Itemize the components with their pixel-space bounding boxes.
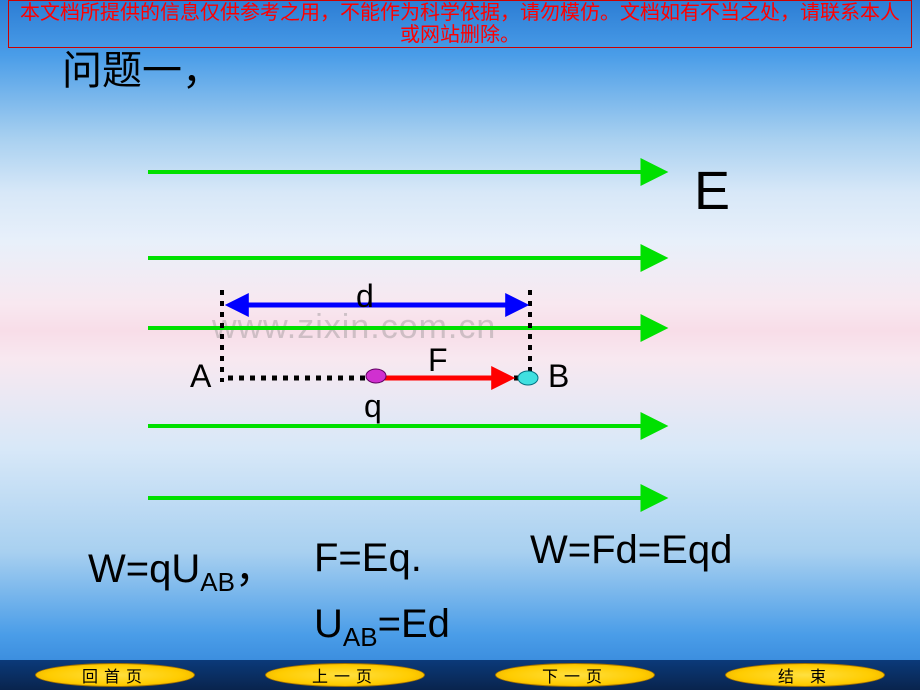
formula-uab: UAB=Ed [314, 602, 450, 653]
label-B: B [548, 358, 569, 395]
nav-home-button[interactable]: 回首页 [35, 663, 195, 687]
label-A: A [190, 358, 211, 395]
nav-prev-button[interactable]: 上一页 [265, 663, 425, 687]
formula-tail: ， [235, 547, 275, 591]
formula-w-fd: W=Fd=Eqd [530, 528, 732, 573]
label-d: d [356, 278, 374, 315]
slide: 本文档所提供的信息仅供参考之用，不能作为科学依据，请勿模仿。文档如有不当之处，请… [0, 0, 920, 690]
formula-f-eq: F=Eq. [314, 536, 422, 581]
label-q: q [364, 388, 382, 425]
label-E: E [694, 160, 730, 222]
nav-next-button[interactable]: 下一页 [495, 663, 655, 687]
formula-text: W=qU [88, 547, 200, 591]
formula-sub: AB [343, 622, 378, 652]
formula-w-qu: W=qUAB， [88, 536, 275, 598]
label-F: F [428, 342, 448, 379]
question-title: 问题一， [62, 38, 222, 96]
nav-end-button[interactable]: 结 束 [725, 663, 885, 687]
formula-sub: AB [200, 567, 235, 597]
formula-tail: =Ed [378, 602, 450, 646]
formula-text: U [314, 602, 343, 646]
watermark: www.zixin.com.cn [212, 308, 496, 347]
navbar: 回首页 上一页 下一页 结 束 [0, 660, 920, 690]
